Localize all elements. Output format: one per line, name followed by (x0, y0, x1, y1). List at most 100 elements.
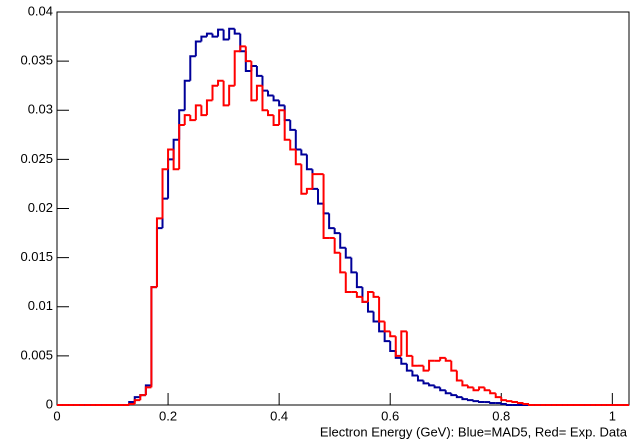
histogram-bin (522, 403, 530, 406)
histogram-bin (183, 79, 191, 111)
histogram-bin (155, 217, 163, 288)
y-tick-label: 0.01 (28, 298, 53, 313)
histogram-bin (405, 331, 413, 357)
histogram-bin (478, 386, 485, 391)
histogram-bin (489, 402, 496, 405)
histogram-bin (239, 45, 246, 52)
histogram-bin (372, 311, 380, 323)
histogram-bin (500, 397, 507, 402)
y-tick-label: 0.025 (20, 151, 53, 166)
histogram-bin (361, 296, 368, 303)
histogram-bin (461, 380, 468, 387)
y-tick-label: 0.015 (20, 249, 53, 264)
histogram-bin (128, 403, 135, 406)
histogram-bin (350, 257, 357, 274)
histogram-bin (261, 85, 269, 112)
histogram-bin (344, 247, 352, 259)
histogram-bin (450, 360, 457, 372)
histogram-bin (228, 84, 235, 106)
histogram-bin (416, 375, 424, 382)
histogram-bin (255, 84, 263, 101)
histogram-bin (278, 100, 285, 107)
histogram-bin (217, 28, 224, 37)
histogram-bin (333, 228, 341, 235)
histogram-bin (400, 357, 407, 365)
histogram-bin (372, 292, 380, 298)
histogram-bin (411, 370, 418, 377)
histogram-bin (322, 174, 330, 239)
histogram-bin (289, 120, 296, 131)
histogram-bin (489, 390, 496, 395)
histogram-bin (433, 385, 441, 389)
histogram-bin (394, 336, 402, 357)
histogram-bin (205, 99, 213, 116)
y-tick-label: 0.035 (20, 53, 53, 68)
histogram-bin (283, 110, 291, 141)
histogram-bin (233, 28, 241, 35)
histogram-bin (389, 331, 396, 338)
histogram-bin (294, 129, 302, 151)
histogram-bin (494, 393, 502, 399)
x-tick-label: 0 (53, 408, 60, 423)
histogram-bin (528, 404, 535, 406)
histogram-bin (189, 55, 196, 81)
histogram-bin (383, 321, 391, 333)
histogram-bin (505, 404, 513, 406)
histogram-bin (200, 105, 207, 117)
histogram-bin (217, 79, 224, 86)
histogram-bin (272, 95, 280, 102)
x-axis-label: Electron Energy (GeV): Blue=MAD5, Red= E… (320, 424, 628, 439)
histogram-bin (305, 154, 313, 171)
y-tick-label: 0.02 (28, 200, 53, 215)
histogram-bin (400, 330, 407, 356)
histogram-bin (466, 385, 474, 389)
histogram-bin (355, 292, 363, 298)
histogram-bin (244, 46, 252, 63)
histogram-bin (339, 252, 346, 274)
histogram-bin (194, 40, 202, 57)
histogram-bin (317, 188, 324, 205)
histogram-bin (378, 296, 385, 323)
histogram-bin (211, 84, 219, 101)
histogram-bin (500, 403, 507, 406)
histogram-bin (516, 402, 524, 405)
histogram-bin (478, 401, 485, 404)
histogram-bin (205, 32, 213, 37)
histogram-bin (133, 399, 141, 405)
histogram-bin (267, 90, 274, 97)
histogram-bin (150, 286, 157, 388)
histogram-bin (472, 387, 480, 392)
histogram-bin (289, 139, 296, 151)
y-tick-label: 0 (46, 396, 53, 411)
y-tick-label: 0.03 (28, 102, 53, 117)
histogram-bin (455, 395, 463, 399)
histogram-bin (139, 394, 146, 401)
histogram-bin (233, 50, 241, 86)
histogram-bin (200, 35, 207, 42)
histogram-bin (455, 370, 463, 382)
x-tick-label: 0.2 (159, 408, 177, 423)
histogram-bin (444, 390, 452, 395)
histogram-bin (161, 168, 169, 219)
histogram-bin (211, 33, 219, 38)
histogram-bin (222, 80, 230, 107)
histogram-bin (428, 383, 435, 387)
histogram-bin (461, 397, 468, 401)
x-tick-label: 1 (609, 408, 616, 423)
histogram-bin (428, 359, 435, 371)
histogram-bin (167, 148, 174, 170)
histogram-bin (366, 291, 374, 302)
histogram-bin (172, 149, 180, 171)
histogram-bin (505, 400, 513, 403)
histogram-bin (178, 123, 185, 170)
histogram-bin (439, 387, 446, 392)
histogram-bin (405, 363, 413, 372)
histogram-bin (389, 341, 396, 352)
histogram-bin (189, 115, 196, 122)
plot-frame (56, 11, 630, 406)
histogram-bin (267, 110, 274, 117)
histogram-bin (339, 233, 346, 249)
histogram-bin (422, 365, 430, 372)
histogram-bin (422, 380, 430, 385)
